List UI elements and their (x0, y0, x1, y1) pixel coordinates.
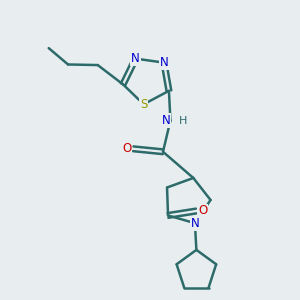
Text: O: O (198, 205, 207, 218)
Text: N: N (190, 217, 199, 230)
Text: O: O (122, 142, 131, 155)
Text: N: N (131, 52, 140, 65)
Text: N: N (162, 114, 170, 127)
Text: H: H (179, 116, 187, 126)
Text: N: N (160, 56, 168, 69)
Text: S: S (140, 98, 147, 111)
